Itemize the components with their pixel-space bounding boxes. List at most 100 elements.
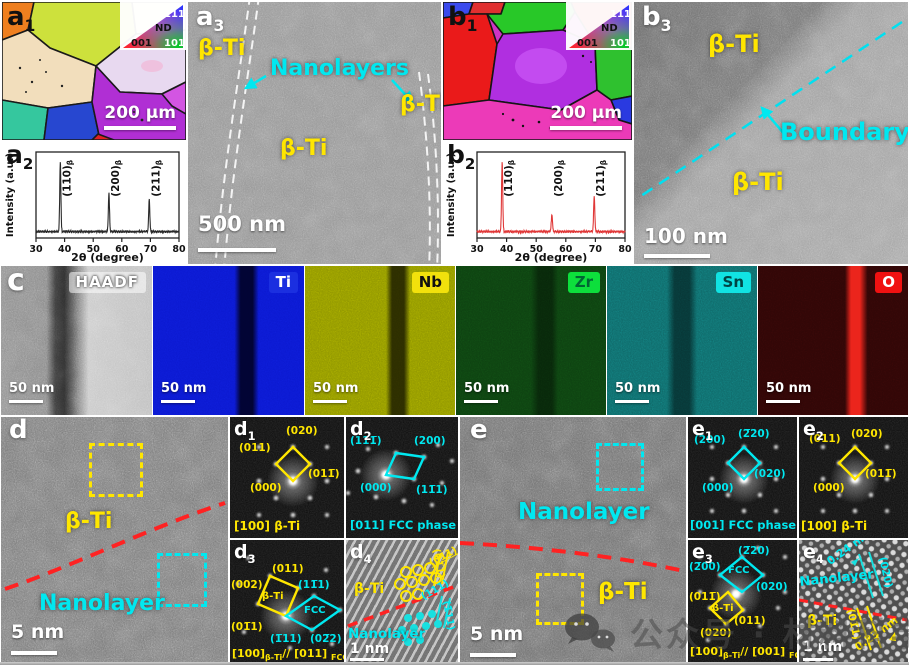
panel-d-hrtem: d β-Ti Nanolayer 5 nm — [1, 417, 228, 664]
svg-text:60: 60 — [559, 244, 573, 255]
element-badge-ti: Ti — [268, 272, 298, 293]
zone-axis-caption: [011] FCC phase — [350, 518, 457, 532]
svg-text:60: 60 — [115, 244, 129, 255]
caption-part: [100] — [690, 645, 724, 658]
panel-c-eds-ti: Ti 50 nm — [153, 266, 304, 415]
panel-tag-c: c — [7, 266, 25, 298]
orientation-relationship-caption: [100]β-Ti// [011] FCC — [232, 648, 344, 663]
fft-region-box-beta — [536, 573, 584, 625]
zone-axis-caption: [001] FCC phase — [690, 518, 797, 532]
panel-c-eds-zr: Zr 50 nm — [456, 266, 606, 415]
panel-e4-lattice: e4 0.24 nm (020) Nanolayer β-Ti (01̅1) 0… — [799, 540, 908, 664]
nanolayer-label: Nanolayer — [39, 591, 165, 616]
unit-cell-outline — [384, 451, 426, 481]
spot-label: (011̅) — [689, 591, 721, 603]
svg-text:50: 50 — [530, 244, 544, 255]
scalebar-label: 5 nm — [11, 621, 65, 643]
beta-ti-label-bottom: β-Ti — [732, 168, 784, 196]
fcc-atom-marker — [434, 620, 442, 628]
panel-tag-a3: a3 — [196, 2, 225, 36]
beta-atom-marker — [406, 576, 418, 588]
element-badge-zr: Zr — [567, 272, 600, 293]
scalebar-label: 200 μm — [550, 103, 622, 123]
panel-e-hrtem: e Nanolayer β-Ti 5 nm — [460, 417, 686, 664]
panel-e3-fft: e3 (2̅20) (2̅00) FCC (020) (011̅) β-Ti (… — [688, 540, 797, 664]
ipf-001: 001 — [577, 38, 598, 49]
phase-label-beta: β-Ti — [712, 603, 734, 614]
nanolayer-label: Nanolayer — [348, 626, 426, 642]
beta-ti-label-top: β-Ti — [708, 30, 760, 58]
fft-pattern-svg — [799, 417, 908, 538]
beta-atom-marker — [418, 574, 430, 586]
xrd-plot-svg: 30 40 50 60 70 80 (110)β (200)β (211)β 2θ (degree… — [446, 151, 632, 264]
panel-tag-b2: b2 — [447, 142, 476, 173]
ipf-nd: ND — [601, 23, 618, 34]
scalebar-line — [644, 254, 710, 258]
scalebar-label: 1 nm — [350, 641, 390, 657]
ipf-triangle-icon: 111 ND 001 101 — [123, 5, 185, 49]
phase-label-beta: β-Ti — [262, 591, 284, 602]
panel-d3-fft: d3 (002) (011) (01̅1) β-Ti (11̅1) FCC (1… — [230, 540, 344, 664]
svg-text:Intensity (a.u.): Intensity (a.u.) — [446, 153, 457, 237]
panel-tag-d4: d4 — [350, 541, 372, 566]
fft-pattern-svg — [688, 540, 797, 664]
scalebar-label: 50 nm — [615, 381, 661, 396]
svg-text:40: 40 — [58, 244, 72, 255]
unit-cell-outline — [837, 445, 873, 481]
scalebar-label: 500 nm — [198, 212, 286, 236]
ipf-111: 111 — [164, 9, 185, 20]
scalebar-line — [803, 658, 833, 661]
spot-label: (011) — [272, 563, 304, 575]
spot-label: (020) — [286, 425, 318, 437]
panel-tag-d3: d3 — [234, 541, 256, 566]
caption-sub: β-Ti — [723, 651, 741, 661]
panel-tag-b3: b3 — [642, 2, 672, 36]
panel-a2-xrd: a2 30 40 50 60 70 80 (110)β (200)β (211)β 2θ (deg… — [2, 142, 186, 264]
spot-label: (002) — [231, 579, 263, 591]
panel-e2-fft: e2 (020) (011) (011̅) (000) [100] β-Ti — [799, 417, 908, 538]
panel-tag-e3: e3 — [692, 541, 713, 566]
caption-sub: β-Ti — [265, 653, 283, 663]
panel-tag-a2: a2 — [6, 142, 34, 173]
svg-text:(211)β: (211)β — [595, 159, 608, 197]
spot-label: (000) — [813, 482, 845, 494]
scalebar-label: 1 nm — [803, 639, 843, 655]
spot-label: (020) — [851, 428, 883, 440]
ipf-color-legend: 111 ND 001 101 — [120, 2, 186, 50]
panel-tag-d: d — [9, 417, 28, 445]
scalebar-label: 50 nm — [161, 381, 207, 396]
beta-ti-label: β-Ti — [354, 581, 385, 597]
spot-label: (020) — [700, 627, 732, 639]
spot-label: (1̅11) — [270, 633, 302, 645]
spot-label: (000) — [702, 482, 734, 494]
svg-text:80: 80 — [618, 244, 632, 255]
spot-label: (2̅00) — [689, 561, 721, 573]
panel-c-haadf: c HAADF 50 nm — [1, 266, 152, 415]
panel-d4-lattice: d4 β-Ti (01̅1) (011) (111) (1̅11) Nanola… — [346, 540, 458, 664]
svg-text:(200)β: (200)β — [553, 159, 566, 197]
spot-label: (200) — [414, 435, 446, 447]
panel-b3-tem: b3 β-Ti Boundary β-Ti 100 nm — [634, 2, 908, 264]
panel-e1-fft: e1 (2̅20) (200) (020) (000) [001] FCC ph… — [688, 417, 797, 538]
spacing-arrowhead — [851, 558, 859, 566]
scalebar-label: 5 nm — [470, 623, 524, 645]
panel-b2-xrd: b2 30 40 50 60 70 80 (110)β (200)β (211)β 2θ (deg… — [443, 142, 632, 264]
svg-text:2θ (degree): 2θ (degree) — [515, 251, 588, 264]
spot-label: (2̅20) — [738, 428, 770, 440]
ipf-001: 001 — [131, 38, 152, 49]
svg-text:40: 40 — [500, 244, 514, 255]
panel-c-eds-o: O 50 nm — [758, 266, 908, 415]
scalebar-label: 100 nm — [644, 224, 728, 248]
scalebar-line — [161, 400, 195, 403]
svg-text:2θ (degree): 2θ (degree) — [71, 251, 144, 264]
panel-b1-ebsd-map: b1 111 ND 001 101 200 μm — [443, 2, 632, 140]
svg-text:80: 80 — [172, 244, 186, 255]
panel-tag-d2: d2 — [350, 418, 372, 443]
svg-text:70: 70 — [144, 244, 158, 255]
boundary-label: Boundary — [780, 118, 908, 146]
scalebar-line — [11, 651, 57, 655]
svg-text:30: 30 — [29, 244, 43, 255]
spot-label: (000) — [250, 482, 282, 494]
fcc-atom-marker — [404, 614, 412, 622]
zone-axis-caption: [100] β-Ti — [234, 519, 301, 533]
